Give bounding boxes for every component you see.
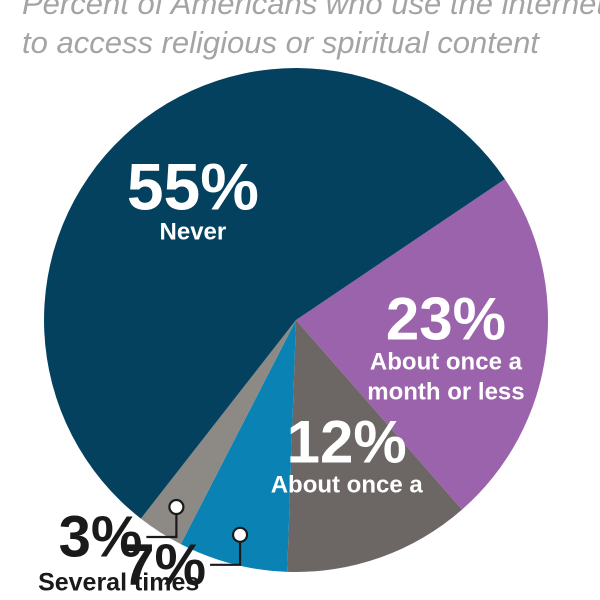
pie-slice-0 [296, 179, 549, 510]
slice-category-label-4-0: Never [160, 218, 227, 245]
slice-value-label-0: 23% [386, 285, 506, 352]
pie-slice-2 [180, 320, 296, 572]
pie-slices [44, 68, 549, 573]
callout-leader-2 [210, 541, 242, 566]
slice-category-label-0-0: About once a [370, 348, 523, 375]
pie-slice-3 [140, 320, 296, 545]
slice-category-label-0-1: month or less [367, 378, 524, 405]
chart-subtitle: Percent of Americans who use the interne… [22, 0, 600, 60]
slice-category-label-1-0: About once a [271, 471, 424, 498]
slice-value-label-1: 12% [287, 408, 407, 475]
slice-value-label-4: 55% [127, 149, 259, 223]
chart-subtitle-line-1: Percent of Americans who use the interne… [22, 0, 600, 21]
callout-leader-3 [146, 514, 178, 539]
callout-leaders [146, 498, 249, 566]
slice-value-label-2: 7% [122, 533, 206, 598]
pie-slice-4 [44, 68, 505, 519]
slice-value-label-3: 3% [59, 505, 143, 570]
pie-slice-1 [287, 320, 462, 573]
callout-marker-3 [168, 498, 185, 516]
callout-marker-2 [231, 526, 249, 543]
slice-category-label-3-0: Several times [38, 569, 199, 597]
chart-subtitle-line-2: to access religious or spiritual content [22, 25, 540, 60]
